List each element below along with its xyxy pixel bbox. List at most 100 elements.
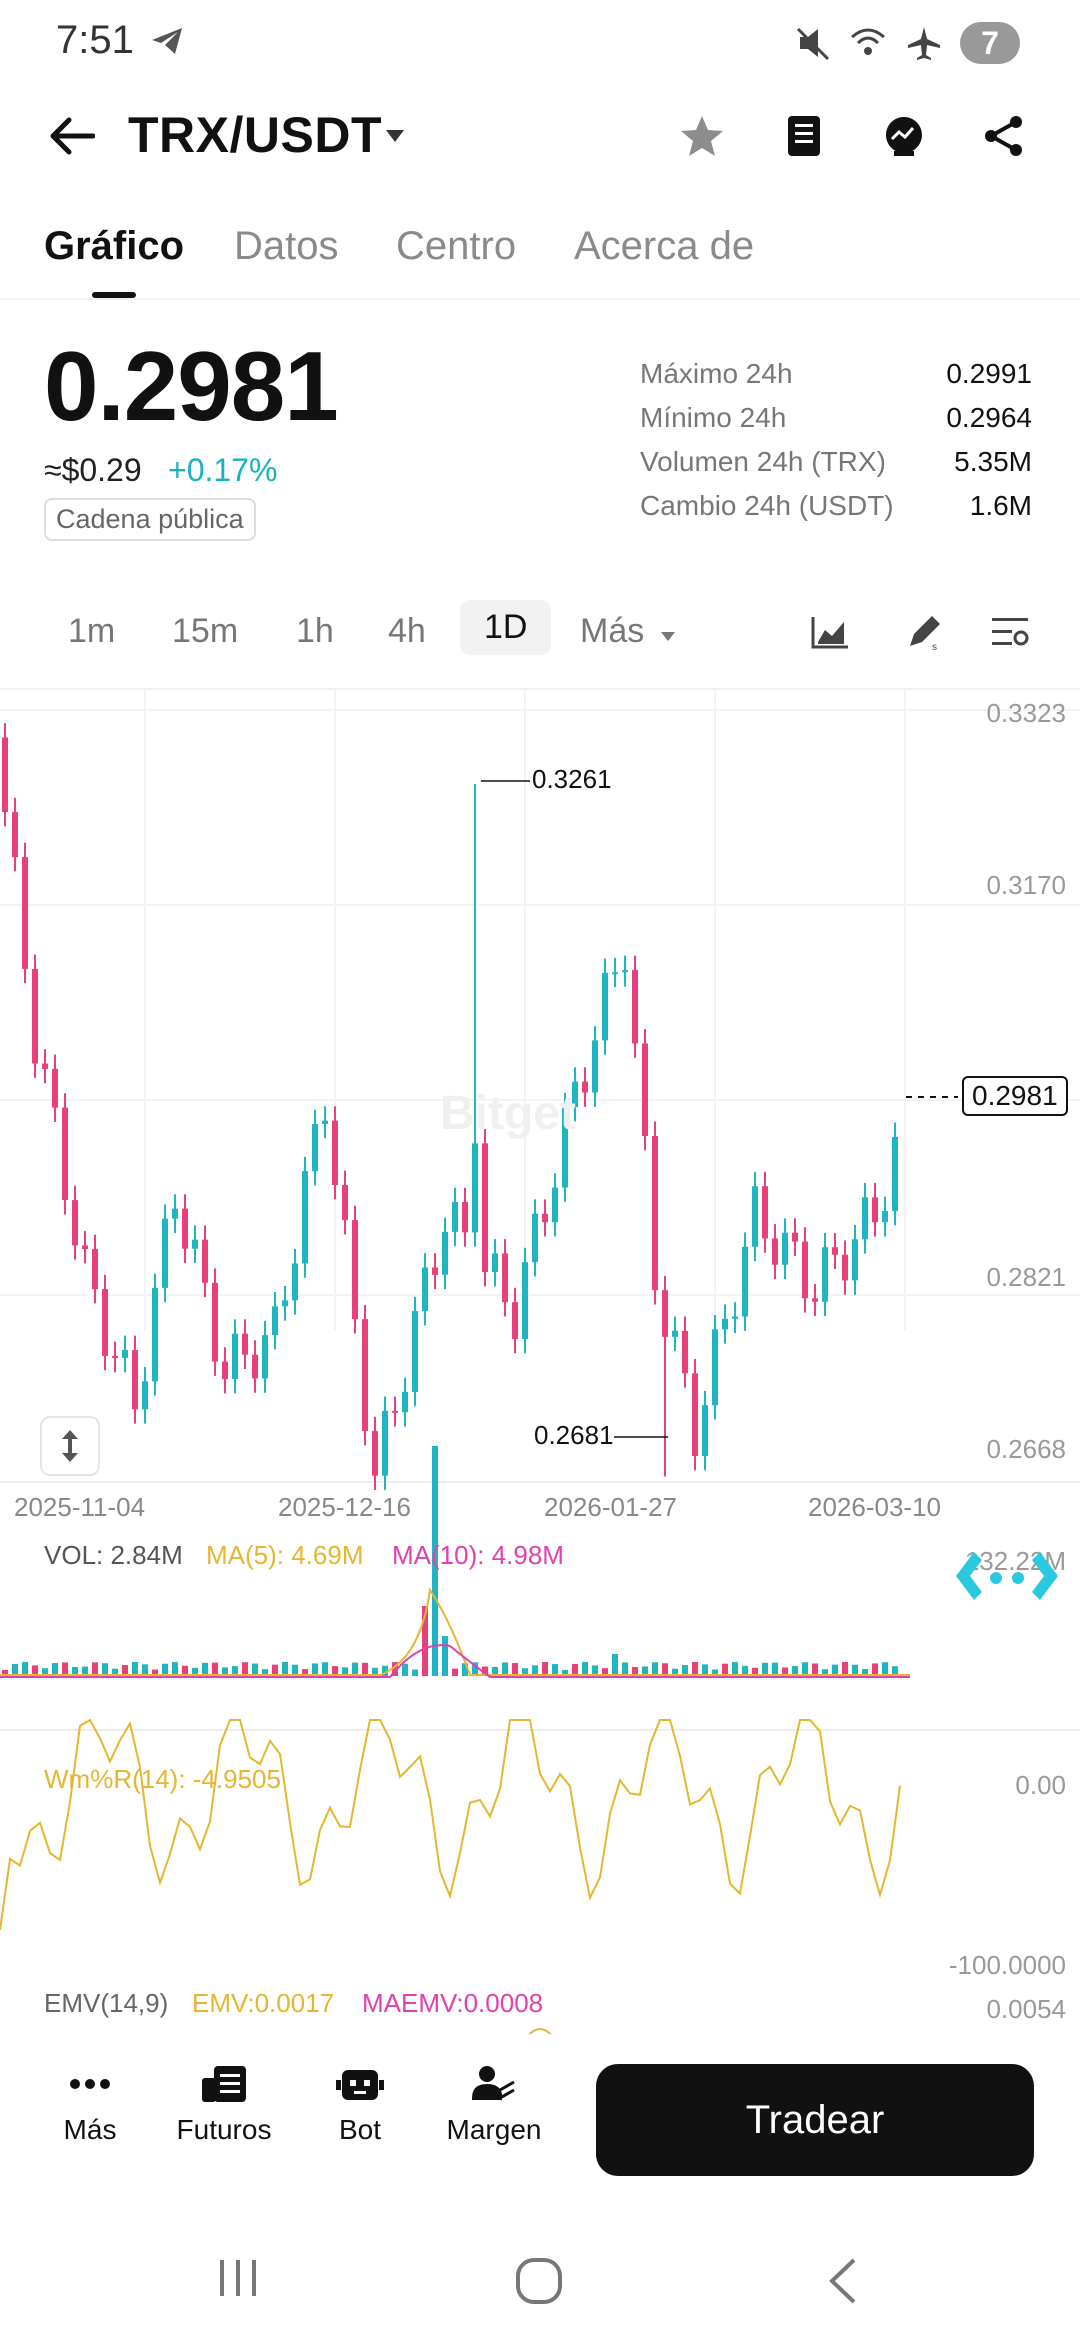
volume-bar (72, 1666, 78, 1676)
candle-body (492, 1253, 498, 1273)
candle-body (652, 1135, 658, 1291)
price-change: +0.17% (168, 452, 278, 488)
volume-bar (252, 1663, 258, 1676)
candle-body (312, 1123, 318, 1172)
candle-body (532, 1213, 538, 1263)
timeframe-15m[interactable]: 15m (172, 612, 239, 650)
volume-bar (242, 1662, 248, 1676)
notebook-icon (788, 116, 820, 156)
timeframe-4h[interactable]: 4h (388, 612, 426, 650)
status-icons: 7 (794, 22, 1020, 64)
tab-acerca-de[interactable]: Acerca de (574, 224, 755, 268)
candle-body (752, 1186, 758, 1247)
back-nav-icon[interactable] (822, 2256, 862, 2306)
chart-settings-button[interactable] (980, 602, 1040, 662)
back-arrow-icon (50, 117, 95, 155)
candle-body (502, 1253, 508, 1303)
timeframe-1d[interactable]: 1D (460, 600, 552, 655)
pencil-icon: s (910, 616, 940, 652)
volume-bar (192, 1667, 198, 1676)
pair-title[interactable]: TRX/USDT (128, 107, 382, 163)
candle-body (542, 1213, 548, 1223)
nav-margin[interactable]: Margen (424, 2064, 564, 2146)
volume-bar (852, 1664, 858, 1676)
draw-tools-button[interactable]: s (894, 602, 954, 662)
candle-body (22, 857, 28, 969)
volume-bar (552, 1664, 558, 1676)
volume-bar (632, 1666, 638, 1676)
tab-centro[interactable]: Centro (396, 224, 517, 268)
stat-value-volume: 5.35M (954, 446, 1032, 477)
chart-type-button[interactable] (800, 602, 860, 662)
ma10-label: MA(10): 4.98M (392, 1540, 564, 1570)
stat-value-turnover: 1.6M (969, 490, 1032, 521)
tab-grafico[interactable]: Gráfico (44, 224, 185, 268)
volume-bar (842, 1662, 848, 1676)
emv-label: EMV:0.0017 (192, 1988, 335, 2018)
candle-body (622, 969, 628, 973)
pair-dropdown-icon[interactable] (384, 128, 406, 144)
share-button[interactable] (974, 106, 1034, 166)
volume-bar (162, 1663, 168, 1676)
candle-body (732, 1316, 738, 1319)
home-icon[interactable] (514, 2256, 564, 2306)
chain-badge[interactable]: Cadena pública (44, 498, 256, 541)
ma5-line (0, 1587, 910, 1676)
x-axis-date: 2025-11-04 (14, 1492, 146, 1522)
timeframe-1m[interactable]: 1m (68, 612, 116, 650)
timeframe-more[interactable]: Más (580, 612, 676, 651)
candle-body (232, 1333, 238, 1380)
volume-bar (212, 1662, 218, 1676)
insights-button[interactable] (874, 106, 934, 166)
candle-body (122, 1349, 128, 1358)
timeframe-1h[interactable]: 1h (296, 612, 334, 650)
wifi-icon (851, 28, 885, 55)
tab-datos[interactable]: Datos (234, 224, 339, 268)
scale-toggle-button[interactable] (40, 1416, 100, 1476)
candle-body (92, 1249, 98, 1290)
candle-body (702, 1405, 708, 1456)
candlestick-chart[interactable] (0, 690, 1080, 2040)
nav-futures[interactable]: Futuros (154, 2064, 294, 2146)
candle-body (602, 972, 608, 1041)
volume-bar (312, 1663, 318, 1676)
airplane-icon (908, 27, 940, 60)
candle-body (442, 1231, 448, 1275)
recent-apps-icon[interactable] (216, 2256, 262, 2300)
volume-bar (592, 1665, 598, 1676)
back-button[interactable] (42, 106, 102, 166)
candle-body (802, 1241, 808, 1299)
volume-bar (752, 1667, 758, 1676)
futures-icon (202, 2066, 246, 2102)
volume-bar (602, 1668, 608, 1676)
trade-button[interactable]: Tradear (596, 2064, 1034, 2176)
nav-more[interactable]: Más (20, 2064, 160, 2146)
favorite-button[interactable] (672, 106, 732, 166)
volume-bar (62, 1662, 68, 1676)
volume-bar (822, 1669, 828, 1676)
williams-r-label: Wm%R(14): -4.9505 (44, 1764, 281, 1794)
volume-bar (452, 1668, 458, 1676)
candle-body (632, 969, 638, 1044)
volume-bar (272, 1664, 278, 1676)
candle-body (822, 1247, 828, 1302)
candle-body (112, 1355, 118, 1358)
margin-icon (472, 2066, 515, 2100)
emv-title: EMV(14,9) (44, 1988, 169, 2018)
candle-body (852, 1239, 858, 1281)
volume-bar (762, 1662, 768, 1676)
nav-bot[interactable]: Bot (290, 2064, 430, 2146)
notes-button[interactable] (774, 106, 834, 166)
candle-body (182, 1208, 188, 1249)
ai-assistant-icon[interactable] (952, 1546, 1062, 1606)
volume-bar (622, 1662, 628, 1676)
candle-body (812, 1298, 818, 1302)
volume-bar (152, 1669, 158, 1676)
candle-body (252, 1354, 258, 1379)
emv-top-label: 0.0054 (986, 1994, 1066, 2024)
expand-vertical-icon (62, 1430, 78, 1462)
candle-body (352, 1220, 358, 1320)
candle-body (682, 1330, 688, 1374)
ma5-label: MA(5): 4.69M (206, 1540, 364, 1570)
low-price-label: 0.2681 (534, 1420, 614, 1450)
